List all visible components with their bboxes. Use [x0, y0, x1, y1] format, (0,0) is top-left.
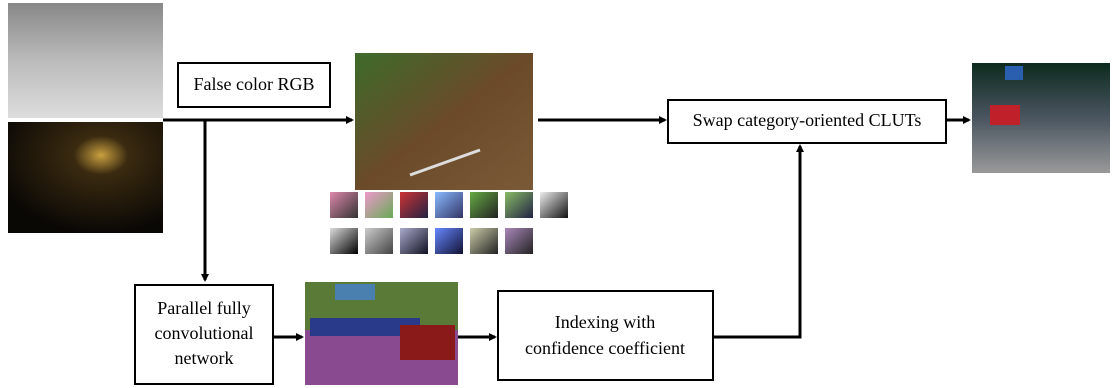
clut-thumbnail — [435, 192, 463, 218]
clut-thumbnail — [400, 228, 428, 254]
clut-thumbnail — [470, 192, 498, 218]
clut-thumbnail — [330, 192, 358, 218]
segment-bikes — [400, 325, 455, 360]
node-label: Parallel fully — [157, 298, 250, 318]
clut-thumbnail — [365, 228, 393, 254]
clut-thumbnail — [330, 228, 358, 254]
false-color-image — [355, 53, 533, 190]
clut-thumbnail — [470, 228, 498, 254]
node-box — [498, 291, 713, 380]
visible-image — [8, 122, 163, 233]
clut-thumbnail — [435, 228, 463, 254]
clut-grid — [327, 190, 572, 262]
clut-thumbnail — [400, 192, 428, 218]
clut-thumbnail — [540, 192, 568, 218]
segment-sky — [335, 284, 375, 300]
node-label: confidence coefficient — [525, 338, 685, 358]
node-label: Indexing with — [555, 312, 656, 332]
clut-thumbnail — [505, 192, 533, 218]
node-label: False color RGB — [194, 74, 315, 94]
segment-highlight — [990, 105, 1020, 125]
arrow — [713, 146, 800, 337]
node-label: network — [175, 348, 234, 368]
thermal-image — [8, 3, 163, 118]
clut-thumbnail — [505, 228, 533, 254]
segment-highlight — [1005, 66, 1023, 80]
clut-thumbnail — [365, 192, 393, 218]
node-label: convolutional — [155, 323, 254, 343]
node-label: Swap category-oriented CLUTs — [693, 110, 922, 130]
page: False color RGB Swap category-oriented C… — [0, 0, 1119, 388]
diagram: False color RGB Swap category-oriented C… — [0, 0, 1119, 388]
